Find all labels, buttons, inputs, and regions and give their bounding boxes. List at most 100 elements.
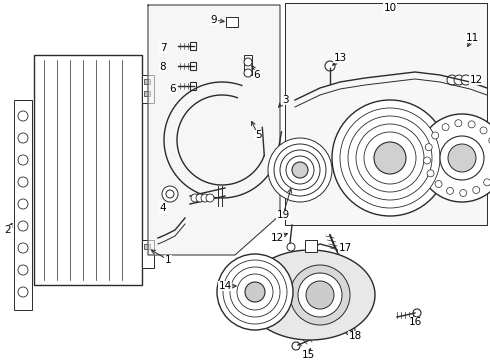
Circle shape (435, 180, 442, 188)
Circle shape (230, 267, 280, 317)
Circle shape (346, 166, 354, 174)
Bar (144, 244, 150, 249)
Bar (34, 55, 142, 285)
Circle shape (292, 162, 308, 178)
Circle shape (418, 114, 490, 202)
Text: 11: 11 (466, 33, 479, 43)
Circle shape (334, 166, 342, 174)
Text: 6: 6 (170, 84, 176, 94)
Circle shape (245, 282, 265, 302)
Circle shape (345, 325, 355, 335)
Circle shape (480, 127, 487, 134)
Polygon shape (285, 3, 487, 225)
Bar (190, 42, 196, 50)
Bar (305, 240, 317, 252)
Bar (14, 100, 32, 310)
Circle shape (191, 194, 199, 202)
Circle shape (413, 309, 421, 317)
Circle shape (223, 260, 287, 324)
Bar (142, 240, 154, 268)
Circle shape (18, 177, 28, 187)
Circle shape (244, 58, 252, 66)
Text: 13: 13 (333, 53, 346, 63)
Polygon shape (245, 250, 375, 340)
Circle shape (201, 194, 209, 202)
Text: 12: 12 (270, 233, 284, 243)
Circle shape (244, 69, 252, 77)
Circle shape (425, 144, 432, 151)
Bar (142, 75, 154, 103)
Circle shape (446, 188, 454, 194)
Circle shape (237, 274, 273, 310)
Circle shape (489, 137, 490, 144)
Circle shape (217, 254, 293, 330)
Circle shape (292, 342, 300, 350)
Circle shape (18, 287, 28, 297)
Circle shape (340, 108, 440, 208)
Text: 9: 9 (211, 15, 217, 25)
Circle shape (18, 199, 28, 209)
Text: 19: 19 (276, 210, 290, 220)
Text: 10: 10 (384, 3, 396, 13)
Text: 4: 4 (160, 203, 166, 213)
Circle shape (440, 136, 484, 180)
Circle shape (18, 265, 28, 275)
Circle shape (460, 189, 466, 197)
Bar (244, 55, 252, 75)
Circle shape (268, 138, 332, 202)
Bar (226, 17, 238, 27)
Text: 3: 3 (282, 95, 288, 105)
Text: 12: 12 (469, 75, 483, 85)
Text: 14: 14 (219, 281, 232, 291)
Bar (144, 91, 150, 96)
Text: 2: 2 (5, 225, 11, 235)
Circle shape (347, 328, 352, 333)
Text: 8: 8 (160, 62, 166, 72)
Circle shape (18, 221, 28, 231)
Circle shape (432, 132, 439, 139)
Text: 17: 17 (339, 243, 352, 253)
Circle shape (356, 124, 424, 192)
Circle shape (352, 166, 360, 174)
Circle shape (448, 144, 476, 172)
Circle shape (287, 243, 295, 251)
Circle shape (340, 166, 348, 174)
Circle shape (196, 194, 204, 202)
Circle shape (447, 75, 457, 85)
Text: 18: 18 (348, 331, 362, 341)
Circle shape (298, 273, 342, 317)
Circle shape (461, 75, 471, 85)
Circle shape (468, 121, 475, 128)
Polygon shape (148, 5, 280, 255)
Bar (144, 79, 150, 84)
Circle shape (473, 186, 480, 193)
Text: 1: 1 (165, 255, 172, 265)
Circle shape (374, 142, 406, 174)
Circle shape (274, 144, 326, 196)
Circle shape (332, 100, 448, 216)
Circle shape (18, 133, 28, 143)
Text: 15: 15 (301, 350, 315, 360)
Circle shape (427, 170, 434, 177)
Text: 16: 16 (408, 317, 421, 327)
Circle shape (162, 186, 178, 202)
Circle shape (286, 156, 314, 184)
Circle shape (306, 281, 334, 309)
Circle shape (442, 123, 449, 131)
Circle shape (280, 150, 320, 190)
Circle shape (454, 75, 464, 85)
Text: 6: 6 (254, 70, 260, 80)
Circle shape (166, 190, 174, 198)
Circle shape (18, 243, 28, 253)
Text: 7: 7 (160, 43, 166, 53)
Circle shape (364, 132, 416, 184)
Circle shape (18, 111, 28, 121)
Circle shape (348, 116, 432, 200)
Bar (190, 82, 196, 90)
Circle shape (484, 179, 490, 186)
Bar (190, 62, 196, 70)
Circle shape (290, 265, 350, 325)
Circle shape (325, 61, 335, 71)
Circle shape (206, 194, 214, 202)
Text: 5: 5 (255, 130, 261, 140)
